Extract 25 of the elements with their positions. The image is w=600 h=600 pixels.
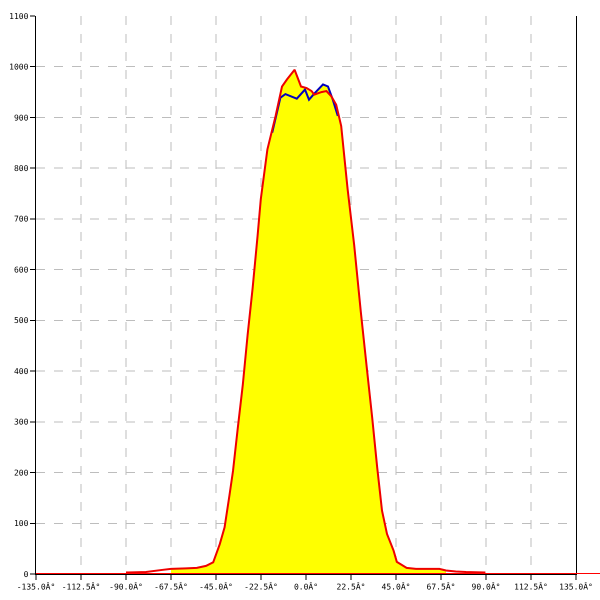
y-tick-label: 100	[14, 519, 29, 528]
x-tick-label: -112.5Â°	[62, 582, 100, 592]
y-tick-label: 400	[14, 366, 29, 376]
x-tick-label: -22.5Â°	[244, 582, 278, 592]
y-tick-label: 200	[14, 468, 29, 478]
y-tick-label: 800	[14, 164, 29, 173]
y-tick-label: 900	[14, 113, 29, 122]
x-tick-label: 0.0Â°	[294, 582, 318, 592]
x-tick-label: -67.5Â°	[154, 582, 188, 592]
x-tick-label: 45.0Â°	[382, 582, 410, 592]
x-tick-label: -45.0Â°	[199, 582, 233, 592]
x-tick-label: 22.5Â°	[336, 582, 366, 592]
y-tick-label: 700	[14, 214, 29, 224]
y-tick-label: 0	[24, 570, 29, 579]
y-tick-label: 300	[14, 418, 29, 427]
x-tick-label: 135.0Â°	[559, 582, 593, 592]
y-tick-label: 1000	[9, 62, 29, 72]
x-tick-label: 112.5Â°	[514, 582, 548, 592]
y-tick-label: 1100	[9, 12, 29, 21]
y-tick-label: 600	[14, 265, 29, 274]
x-tick-label: -90.0Â°	[109, 582, 143, 592]
x-tick-label: -135.0Â°	[16, 582, 56, 592]
y-tick-label: 500	[14, 316, 29, 326]
x-tick-label: 90.0Â°	[472, 582, 500, 592]
x-tick-label: 67.5Â°	[426, 582, 456, 592]
